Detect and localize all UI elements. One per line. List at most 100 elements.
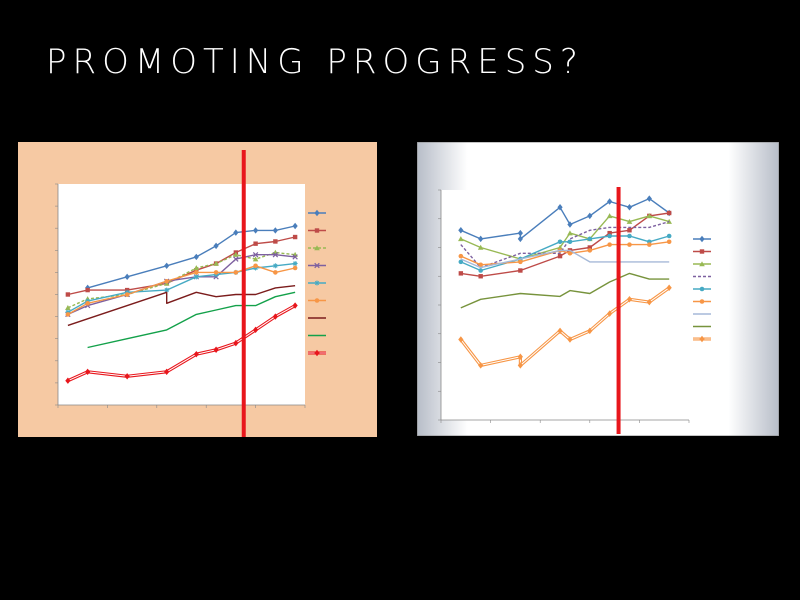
data-point — [85, 301, 90, 306]
series-line — [460, 212, 670, 278]
reading-plot-area — [441, 190, 689, 420]
data-point — [193, 350, 199, 358]
reading-legend-item — [693, 286, 711, 292]
series-line — [460, 235, 670, 272]
data-point — [518, 259, 523, 265]
data-point — [292, 265, 298, 271]
series-line — [460, 249, 670, 269]
data-point — [233, 339, 239, 347]
slide-title: PROMOTING PROGRESS? — [46, 42, 584, 82]
data-point — [273, 270, 278, 275]
legend-marker — [314, 280, 320, 286]
data-point — [65, 292, 71, 297]
data-point — [567, 230, 573, 236]
legend-marker — [314, 298, 320, 303]
data-point — [65, 377, 71, 384]
math-legend-item — [308, 209, 326, 217]
series-line — [67, 285, 296, 327]
data-point — [557, 239, 563, 245]
reading-series-mississippi — [460, 272, 670, 309]
data-point — [607, 233, 612, 239]
data-point — [478, 268, 483, 273]
data-point — [253, 241, 258, 246]
legend-marker — [314, 228, 320, 233]
reading-legend-item — [693, 261, 711, 267]
math-legend-item — [308, 298, 326, 303]
data-point — [233, 270, 239, 275]
data-point — [193, 253, 199, 261]
data-point — [273, 239, 278, 244]
data-point — [65, 312, 71, 317]
math-plot-area — [58, 184, 305, 405]
reading-series-west-virginia — [460, 249, 670, 269]
reading-series-new-jersey — [458, 213, 672, 262]
data-point — [646, 298, 652, 306]
data-point — [65, 304, 71, 310]
math-legend-item — [308, 349, 326, 357]
data-point — [272, 313, 278, 320]
math-series-massachusetts — [85, 222, 298, 292]
data-point — [607, 230, 612, 236]
data-point — [477, 244, 484, 250]
data-point — [292, 302, 298, 309]
data-point — [292, 234, 298, 240]
data-point — [272, 251, 279, 258]
data-point — [626, 218, 633, 224]
data-point — [164, 262, 170, 269]
data-point — [567, 239, 573, 245]
data-point — [85, 284, 91, 292]
data-point — [458, 336, 464, 343]
data-point — [164, 287, 170, 293]
data-point — [233, 256, 239, 262]
legend-marker — [314, 262, 320, 269]
data-point — [124, 373, 130, 380]
reading-legend-item — [693, 249, 711, 254]
data-point — [213, 346, 219, 353]
data-point — [124, 273, 130, 281]
math-series-new-york — [65, 263, 298, 317]
data-point — [627, 233, 632, 239]
data-point — [646, 195, 652, 202]
data-point — [587, 236, 593, 242]
legend-marker — [699, 286, 705, 292]
data-point — [272, 227, 278, 234]
legend-marker — [699, 335, 705, 343]
data-point — [458, 253, 464, 259]
legend-marker — [699, 261, 705, 267]
reading-legend-item — [693, 235, 711, 243]
series-line — [460, 215, 670, 260]
data-point — [292, 254, 298, 260]
data-point — [252, 256, 259, 262]
data-point — [587, 248, 593, 253]
series-line — [460, 272, 670, 309]
math-legend-item — [308, 280, 326, 286]
math-series-mississippi — [87, 291, 296, 349]
data-point — [478, 274, 483, 279]
reading-legend-item — [693, 335, 711, 343]
reading-legend-item — [693, 299, 711, 304]
data-point — [666, 210, 672, 216]
reading-series-virginia — [460, 220, 670, 269]
data-point — [292, 261, 298, 267]
legend-marker — [314, 349, 320, 357]
math-legend-item — [308, 245, 326, 251]
data-point — [587, 245, 592, 250]
series-line — [87, 291, 296, 349]
legend-marker — [314, 209, 320, 217]
legend-marker — [699, 235, 705, 243]
data-point — [85, 287, 90, 293]
data-point — [124, 292, 130, 297]
data-point — [567, 250, 573, 256]
data-point — [213, 260, 219, 266]
data-point — [627, 242, 632, 247]
series-line — [67, 262, 296, 313]
data-point — [607, 242, 612, 247]
data-point — [233, 229, 239, 236]
data-point — [193, 274, 199, 280]
data-point — [627, 228, 632, 233]
data-point — [193, 265, 200, 271]
data-point — [646, 213, 653, 219]
data-point — [666, 233, 672, 239]
data-point — [458, 236, 464, 242]
data-point — [647, 242, 652, 247]
